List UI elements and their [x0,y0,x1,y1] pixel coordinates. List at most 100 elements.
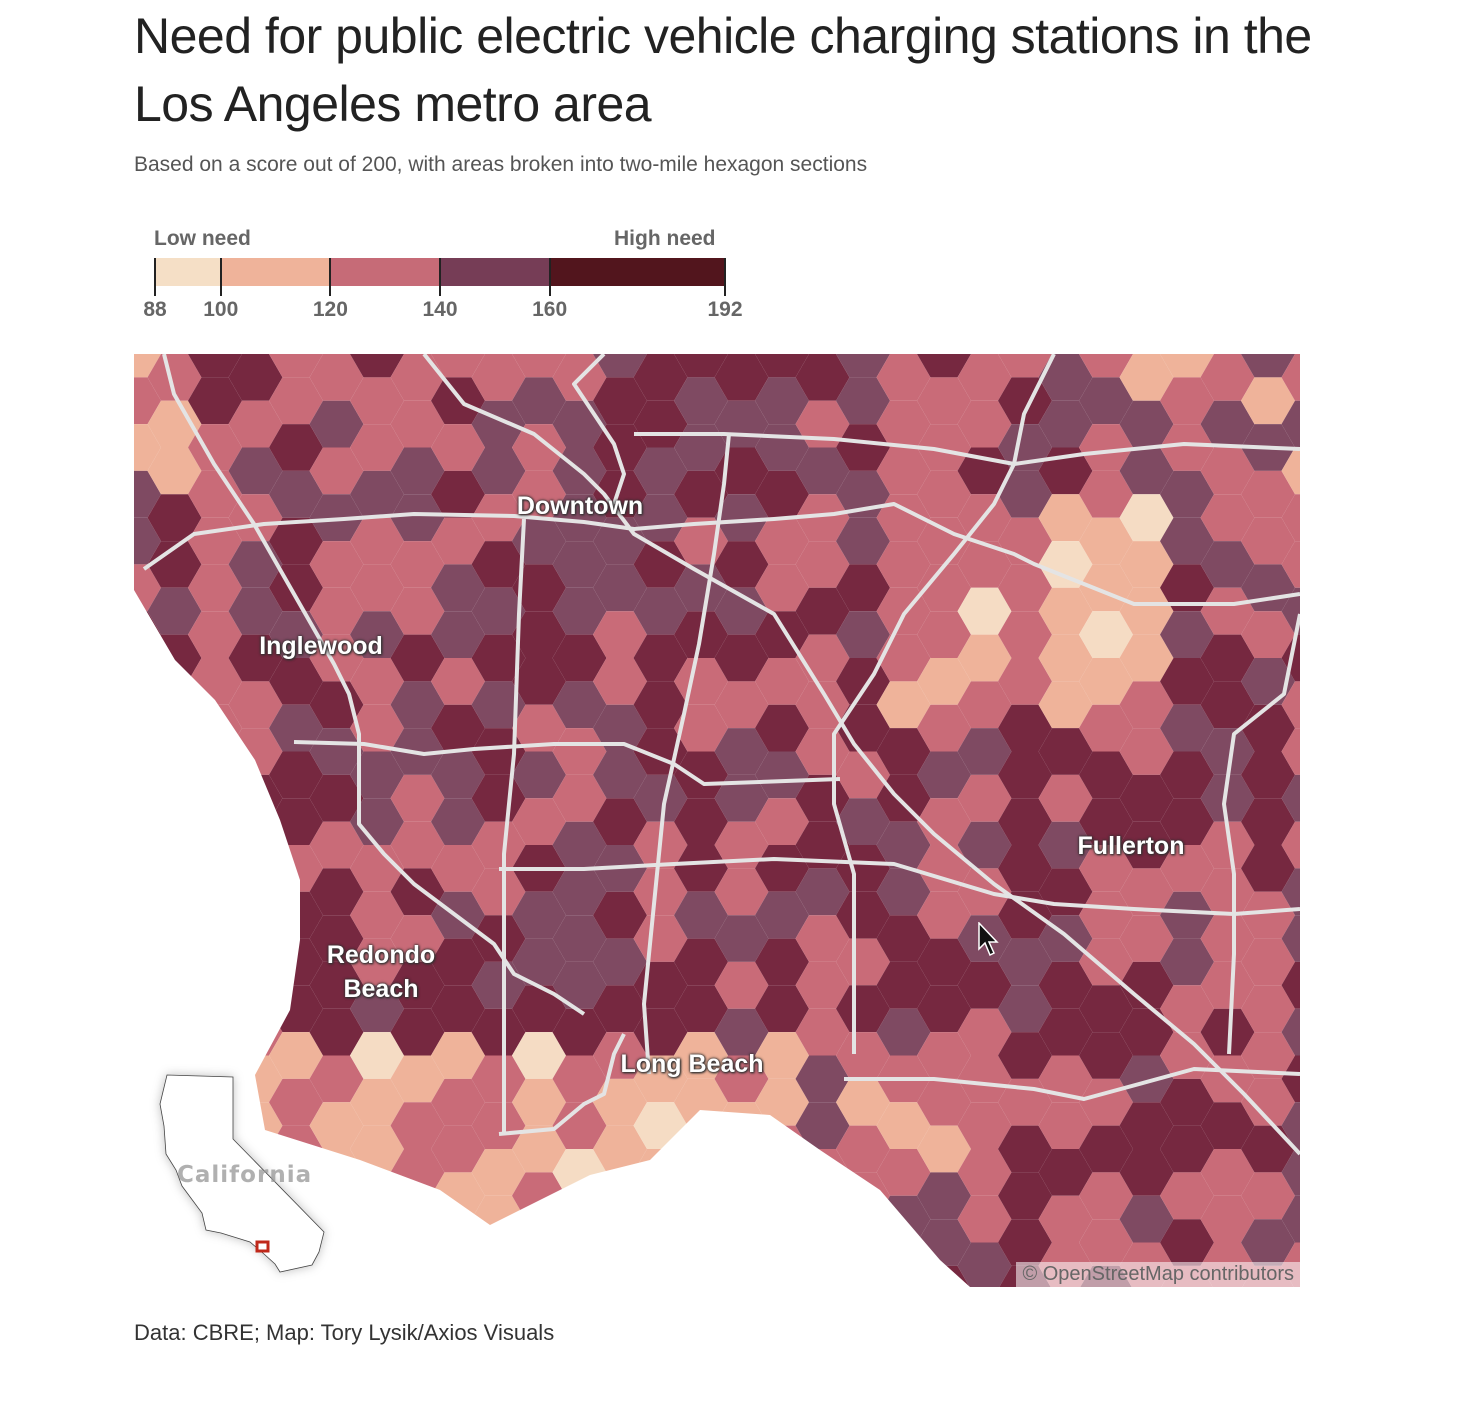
hex-cell[interactable] [593,704,647,752]
hex-cell[interactable] [1119,1008,1174,1056]
hex-cell[interactable] [269,354,323,378]
hex-cell[interactable] [471,1102,526,1149]
hex-cell[interactable] [674,845,728,892]
hex-cell[interactable] [714,728,769,775]
hex-cell[interactable] [795,1008,850,1056]
hex-cell[interactable] [836,424,890,471]
hex-cell[interactable] [431,1125,485,1173]
hex-cell[interactable] [957,1008,1012,1056]
hex-cell[interactable] [350,1125,404,1173]
hex-cell[interactable] [1119,868,1174,916]
hex-cell[interactable] [633,1195,688,1243]
hex-cell[interactable] [228,681,283,729]
hex-cell[interactable] [1281,915,1301,962]
hex-cell[interactable] [1079,751,1133,799]
hex-cell[interactable] [390,821,445,869]
hex-cell[interactable] [1200,354,1255,401]
hex-cell[interactable] [1079,845,1133,892]
hex-cell[interactable] [1160,704,1214,752]
hex-cell[interactable] [1079,938,1133,986]
hex-cell[interactable] [1160,751,1214,799]
hex-cell[interactable] [593,938,647,986]
hex-cell[interactable] [134,517,161,565]
hex-cell[interactable] [1241,377,1295,425]
hex-cell[interactable] [147,961,202,1009]
hex-cell[interactable] [998,354,1052,378]
hex-cell[interactable] [1119,961,1174,1009]
hex-cell[interactable] [714,774,769,822]
hex-cell[interactable] [431,751,485,799]
hex-cell[interactable] [390,541,445,588]
hex-cell[interactable] [512,354,566,378]
hex-cell[interactable] [593,1125,647,1173]
hex-cell[interactable] [1160,517,1214,565]
hex-cell[interactable] [350,1032,404,1079]
hex-cell[interactable] [188,377,242,425]
hex-cell[interactable] [795,821,850,869]
hex-cell[interactable] [593,891,647,939]
hex-cell[interactable] [1119,494,1174,542]
hex-cell[interactable] [1160,611,1214,658]
hex-cell[interactable] [390,400,445,448]
hex-cell[interactable] [269,517,323,565]
hex-cell[interactable] [147,400,202,448]
hex-cell[interactable] [1281,1055,1301,1103]
hex-cell[interactable] [674,564,728,612]
hex-cell[interactable] [998,1125,1052,1173]
hex-cell[interactable] [552,961,607,1009]
hex-cell[interactable] [471,1242,526,1288]
hex-cell[interactable] [674,798,728,845]
hex-cell[interactable] [674,891,728,939]
hex-cell[interactable] [390,1008,445,1056]
hex-cell[interactable] [1079,517,1133,565]
hex-cell[interactable] [755,377,809,425]
hex-cell[interactable] [188,891,242,939]
hex-cell[interactable] [512,658,566,705]
hex-cell[interactable] [1200,774,1255,822]
hex-cell[interactable] [1160,985,1214,1033]
hex-cell[interactable] [714,868,769,916]
hex-cell[interactable] [1241,611,1295,658]
hex-cell[interactable] [795,868,850,916]
hex-cell[interactable] [1281,400,1301,448]
hex-cell[interactable] [350,938,404,986]
hex-cell[interactable] [633,915,688,962]
hex-cell[interactable] [714,821,769,869]
hex-cell[interactable] [390,447,445,495]
hex-cell[interactable] [1241,1125,1295,1173]
hex-cell[interactable] [1200,634,1255,682]
hex-cell[interactable] [633,774,688,822]
hex-cell[interactable] [795,961,850,1009]
hex-cell[interactable] [876,961,931,1009]
hex-cell[interactable] [431,938,485,986]
hex-cell[interactable] [998,985,1052,1033]
hex-cell[interactable] [674,354,728,378]
hex-cell[interactable] [134,658,161,705]
hex-cell[interactable] [512,938,566,986]
hex-cell[interactable] [390,494,445,542]
hex-cell[interactable] [876,541,931,588]
hex-cell[interactable] [431,424,485,471]
hex-cell[interactable] [1038,634,1093,682]
hex-cell[interactable] [633,447,688,495]
hex-cell[interactable] [552,1008,607,1056]
hex-cell[interactable] [593,1219,647,1266]
hex-cell[interactable] [309,1102,364,1149]
hex-cell[interactable] [1160,424,1214,471]
hex-cell[interactable] [390,681,445,729]
hex-cell[interactable] [1038,681,1093,729]
hex-cell[interactable] [1241,751,1295,799]
hex-cell[interactable] [755,985,809,1033]
hex-cell[interactable] [269,1032,323,1079]
hex-cell[interactable] [1160,377,1214,425]
hex-cell[interactable] [876,868,931,916]
hex-cell[interactable] [593,354,647,378]
hex-cell[interactable] [795,447,850,495]
hex-cell[interactable] [593,1032,647,1079]
hexbin-map[interactable]: Downtown Inglewood Redondo Beach Long Be… [134,354,1300,1287]
hex-cell[interactable] [957,1149,1012,1196]
hex-cell[interactable] [957,1195,1012,1243]
hex-cell[interactable] [1038,494,1093,542]
hex-cell[interactable] [1038,1055,1093,1103]
hex-cell[interactable] [512,1078,566,1126]
